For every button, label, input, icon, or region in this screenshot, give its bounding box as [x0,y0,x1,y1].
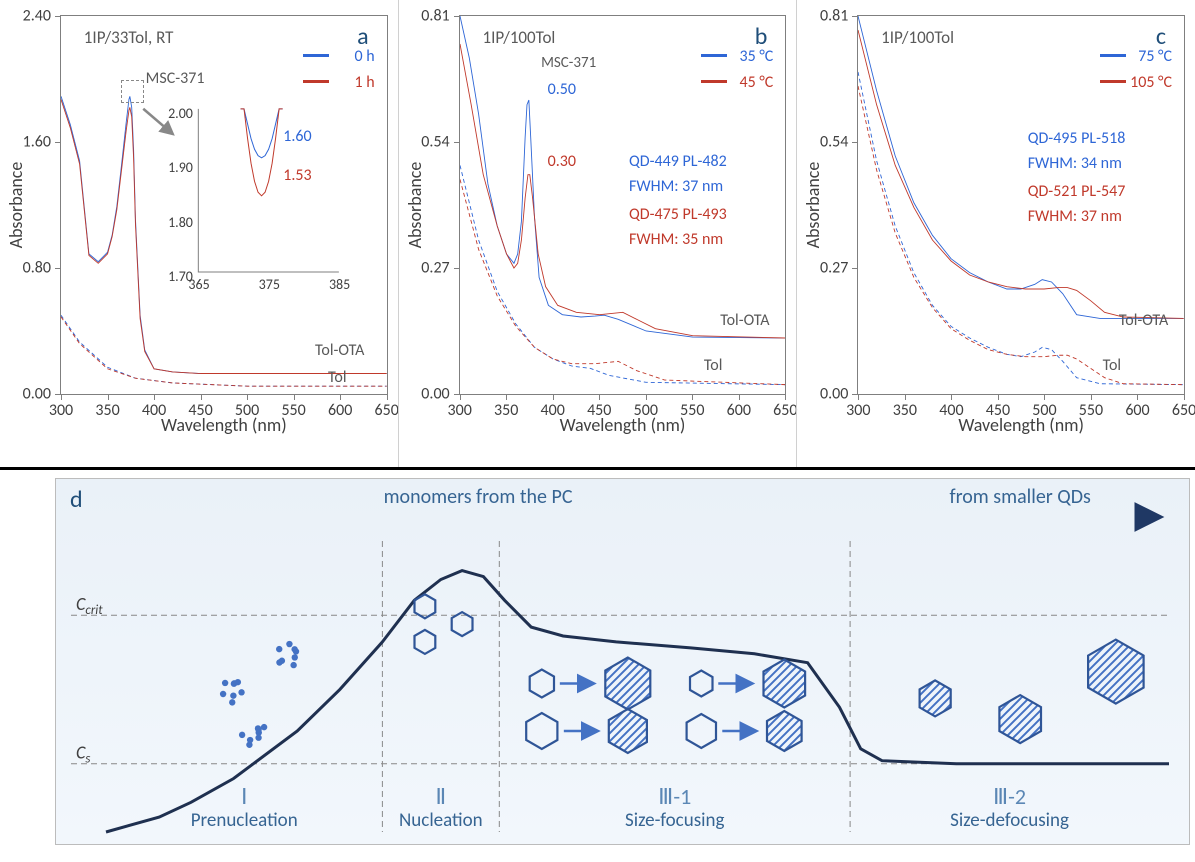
svg-text:monomers from the PC: monomers from the PC [384,485,573,509]
chart-a: Absorbance Wavelength (nm) a 30035040045… [60,15,388,395]
chart-c: Absorbance Wavelength (nm) c 30035040045… [857,15,1185,395]
panel-a: Absorbance Wavelength (nm) a 30035040045… [0,0,398,467]
top-panels: Absorbance Wavelength (nm) a 30035040045… [0,0,1195,470]
y-label-b: Absorbance [404,162,426,249]
svg-text:Prenucleation: Prenucleation [191,809,298,832]
panel-d: Monomer concentration d monomers from th… [0,470,1195,850]
plot-b [460,16,786,394]
svg-text:Ⅱ: Ⅱ [435,783,446,810]
svg-text:Nucleation: Nucleation [399,809,483,832]
x-label-b: Wavelength (nm) [560,414,686,436]
svg-text:Ⅰ: Ⅰ [241,783,248,810]
svg-text:Ccrit: Ccrit [76,593,103,618]
d-area: d monomers from the PCfrom smaller QDsCc… [55,478,1190,845]
y-label-c: Absorbance [802,162,824,249]
x-label-a: Wavelength (nm) [161,414,287,436]
svg-text:Size-focusing: Size-focusing [625,809,724,832]
panel-b: Absorbance Wavelength (nm) b 30035040045… [398,0,797,467]
svg-text:from smaller QDs: from smaller QDs [949,485,1091,509]
y-label-a: Absorbance [5,162,27,249]
svg-text:Ⅲ-2: Ⅲ-2 [993,783,1026,810]
d-plot: monomers from the PC from smaller QDs Ccri… [56,479,1189,844]
svg-text:Ⅲ-1: Ⅲ-1 [658,783,691,810]
svg-text:Size-defocusing: Size-defocusing [950,809,1069,832]
chart-b: Absorbance Wavelength (nm) b 30035040045… [459,15,787,395]
panel-c: Absorbance Wavelength (nm) c 30035040045… [796,0,1195,467]
svg-text:Cs: Cs [76,742,90,767]
x-label-c: Wavelength (nm) [958,414,1084,436]
